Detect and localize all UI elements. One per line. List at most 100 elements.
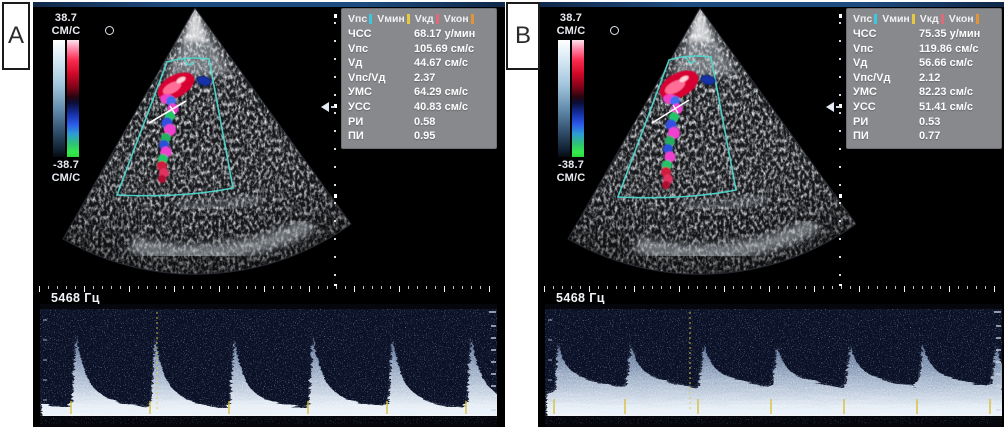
color-scale-bars (53, 40, 79, 157)
near-field-echo (670, 10, 736, 80)
header-item: Vкд (920, 13, 944, 25)
measurement-row: УМС 64.29 см/с (348, 85, 490, 100)
header-color-mark (406, 14, 410, 24)
header-label: Vкон (948, 13, 974, 25)
measurement-value: 0.95 (414, 130, 436, 143)
measurement-row: Vд 44.67 см/с (348, 56, 490, 71)
measurement-row: РИ 0.58 (348, 115, 490, 130)
measurement-label: ЧСС (348, 28, 372, 40)
doppler-gate-cursor (651, 99, 690, 124)
time-tick-ruler (39, 286, 497, 293)
header-color-mark (975, 14, 979, 24)
velocity-ticks-right (489, 311, 496, 411)
prf-label: 5468 Гц (51, 291, 100, 305)
measurement-value: 68.17 у/мин (414, 28, 476, 40)
color-roi-box (616, 55, 737, 199)
header-color-mark (911, 14, 915, 24)
header-label: Vпс (348, 13, 368, 25)
measurement-label: УСС (853, 100, 876, 113)
header-color-mark (369, 14, 373, 24)
measurement-value: 0.58 (414, 115, 436, 128)
pericardium-echo (634, 216, 819, 262)
doppler-color-bar (67, 40, 79, 157)
measurement-label: ЧСС (853, 28, 877, 40)
measurement-label: УМС (853, 86, 877, 99)
scale-max-value: 38.7 (559, 12, 583, 24)
measurement-panel: Vпс Vмин Vкд Vкон ЧСС 75.35 у/мин (846, 8, 1002, 149)
header-item: Vкд (415, 13, 439, 25)
measurement-label: РИ (853, 115, 869, 128)
measurement-row: Vд 56.66 см/с (853, 56, 995, 71)
baseline-band (40, 409, 497, 413)
header-label: Vпс (853, 13, 873, 25)
scale-min-unit: СМ/С (51, 172, 81, 184)
header-item: Vмин (377, 13, 410, 25)
header-item: Vмин (882, 13, 915, 25)
pericardium-echo (129, 216, 314, 262)
header-color-mark (470, 14, 474, 24)
measurement-label: Vпс/Vд (853, 71, 891, 84)
fan-outline (62, 7, 352, 275)
measurement-value: 75.35 у/мин (919, 28, 981, 40)
measurement-row: РИ 0.53 (853, 115, 995, 130)
measurement-value: 40.83 см/с (414, 100, 469, 113)
measurement-row: ПИ 0.95 (348, 129, 490, 144)
measurement-row: Vпс/Vд 2.12 (853, 71, 995, 86)
beat-markers (553, 399, 991, 414)
spectral-doppler-display (40, 304, 497, 427)
figure-label-a-box: A (2, 2, 30, 70)
scale-max-value: 38.7 (54, 12, 78, 24)
figure-label-a: A (7, 22, 24, 49)
measurement-value: 2.37 (414, 71, 436, 84)
time-tick-ruler (544, 286, 1002, 293)
velocity-scale-min: -38.7 СМ/С (39, 159, 93, 185)
measurement-label: Vпс (853, 42, 874, 55)
measurement-value: 51.41 см/с (919, 100, 974, 113)
measurement-row: УСС 51.41 см/с (853, 100, 995, 115)
scale-min-unit: СМ/С (556, 172, 586, 184)
measurement-row: Vпс 119.86 см/с (853, 42, 995, 57)
header-label: Vкд (919, 13, 939, 25)
orientation-marker-icon (105, 26, 114, 35)
figure-label-b-box: B (506, 2, 540, 70)
measurement-value: 56.66 см/с (919, 57, 974, 70)
measurement-row: Vпс 105.69 см/с (348, 42, 490, 57)
header-item: Vкон (949, 13, 979, 25)
measurement-label: ПИ (348, 130, 364, 143)
orientation-marker-icon (610, 26, 619, 35)
measurement-label: ПИ (853, 130, 869, 143)
header-item: Vпс (853, 13, 878, 25)
measurement-row: ЧСС 68.17 у/мин (348, 27, 490, 42)
measurement-row: УСС 40.83 см/с (348, 100, 490, 115)
ultrasound-view-a: 38.7 СМ/С -38.7 СМ/С Vпс Vмин (33, 2, 505, 427)
velocity-scale-max: 38.7 СМ/С (544, 12, 598, 38)
velocity-scale-min: -38.7 СМ/С (544, 159, 598, 185)
color-roi-box (115, 57, 234, 197)
measurement-label: Vд (853, 57, 868, 70)
header-label: Vкон (443, 13, 469, 25)
velocity-ticks-left (548, 319, 552, 401)
header-color-mark (874, 14, 878, 24)
measurement-value: 0.77 (919, 130, 941, 143)
scale-max-unit: СМ/С (51, 25, 81, 37)
velocity-ticks-right (994, 311, 1001, 411)
header-color-mark (940, 14, 944, 24)
measurement-row: ЧСС 75.35 у/мин (853, 27, 995, 42)
beat-markers (70, 401, 467, 414)
ultrasound-view-b: 38.7 СМ/С -38.7 СМ/С Vпс Vмин (538, 2, 1004, 427)
scale-max-unit: СМ/С (556, 25, 586, 37)
bmode-fan-image (62, 7, 352, 275)
focus-arrow-icon (321, 102, 335, 112)
velocity-scale-max: 38.7 СМ/С (39, 12, 93, 38)
spectral-speckle (40, 334, 497, 427)
fan-outline (567, 7, 857, 275)
scale-min-value: -38.7 (557, 159, 585, 171)
header-item: Vкон (444, 13, 474, 25)
grayscale-bar (53, 40, 65, 157)
scale-min-value: -38.7 (52, 159, 80, 171)
mode-bar (538, 2, 1004, 7)
panel-header: Vпс Vмин Vкд Vкон (853, 11, 995, 27)
header-color-mark (435, 14, 439, 24)
baseline-band (545, 409, 1002, 413)
measurement-value: 2.12 (919, 71, 941, 84)
